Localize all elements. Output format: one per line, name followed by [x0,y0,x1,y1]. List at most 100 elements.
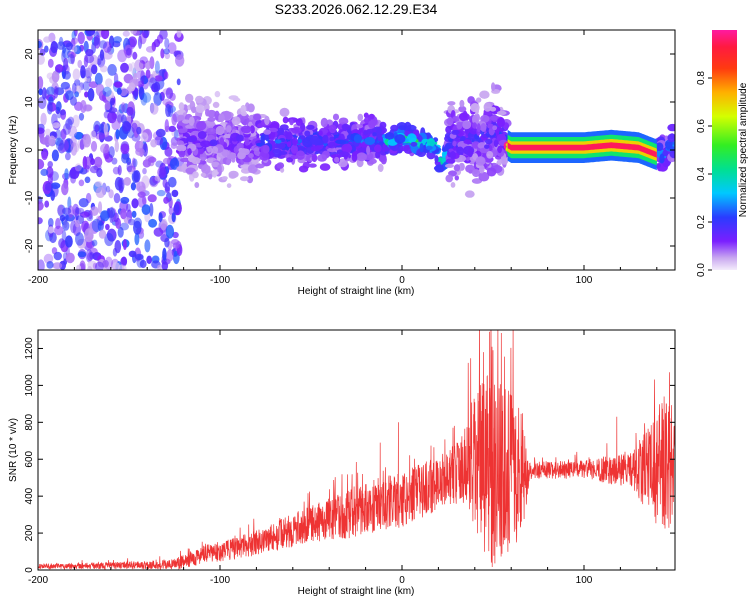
colorbar-tick-label: 0.6 [696,119,707,133]
spectrogram-cell [178,150,186,158]
spectrogram-cell [426,138,436,147]
spectrogram-cell [118,177,125,192]
spectrogram-cell [57,204,65,216]
spectrogram-cell [44,200,50,208]
spectrogram-cell [212,169,218,178]
spectrogram-cell [74,163,82,172]
spectrogram-cell [480,114,490,123]
colorbar-tick-label: 0.4 [696,167,707,181]
spectrogram-cell [330,154,342,159]
spectrogram-cell [374,144,382,153]
spectrogram-cell [121,256,127,266]
spectrogram-cell [139,56,148,64]
spectrogram-cell [367,152,374,159]
spectrogram-cell [98,123,105,136]
spectrogram-cell [131,133,141,142]
spectrogram-cell [102,50,113,60]
spectrogram-cell [38,217,43,225]
spectrogram-cell [111,157,118,165]
spectrogram-cell [194,182,200,188]
spectrogram-cell [72,114,80,128]
spectrogram-cell [122,121,132,132]
spectrogram-cell [46,86,55,96]
spectrogram-cell [126,48,132,56]
snr-background [38,330,675,570]
spectrogram-cell [38,54,45,65]
spectrogram-cell [212,101,220,108]
snr-frame [37,329,676,571]
spectrogram-cell [90,158,95,166]
spectrogram-cell [121,152,130,164]
spectrogram-cell [157,166,167,179]
spectrogram-cell [62,123,71,135]
spectrogram-cell [102,259,109,268]
spectrogram-cell [248,153,254,159]
spectrogram-cell [77,251,87,258]
spectrogram-cell [450,151,456,160]
snr-y-ticks: 0 200 400 600 800 1000 1200 [24,337,675,573]
spectrogram-cell [138,185,146,194]
spectrogram-x-tick-label: -100 [210,275,230,286]
spectrogram-cell [83,54,89,68]
spectrogram-cell [296,150,305,160]
spectrogram-cell [82,81,90,91]
spectrogram-cell [58,238,65,249]
spectrogram-cell [157,264,162,270]
spectrogram-cell [62,220,70,231]
spectrogram-cell [201,164,211,175]
spectrogram-cell [434,155,439,163]
spectrogram-cell [128,250,137,258]
spectrogram-cell [145,69,151,79]
spectrogram-cell [223,133,232,139]
spectrogram-cell [132,51,138,60]
spectrogram-cell [160,219,167,231]
spectrogram-cell [130,182,136,191]
snr-y-tick-label: 600 [24,450,35,467]
spectrogram-cell [192,171,199,179]
spectrogram-cell [134,59,144,72]
spectrogram-cell [489,106,497,112]
spectrogram-cell [120,196,130,204]
spectrogram-cell [472,169,481,178]
spectrogram-y-tick-label: 0 [24,147,35,153]
spectrogram-cell [148,77,157,90]
spectrogram-cell [445,174,454,183]
spectrogram-cell [137,191,146,198]
spectrogram-cell [176,140,184,146]
spectrogram-cell [483,102,492,112]
spectrogram-cell [218,113,225,123]
spectrogram-cell [155,160,164,168]
spectrogram-cell [353,134,362,144]
spectrogram-cell [357,147,369,153]
spectrogram-cell [90,130,97,140]
spectrogram-cell [132,158,138,168]
spectrogram-cell [102,261,109,270]
spectrogram-cell [659,153,665,164]
spectrogram-cell [156,189,166,197]
spectrogram-cell [117,165,122,176]
spectrogram-cell [46,101,53,115]
spectrogram-cell [56,41,66,50]
spectrogram-cell [410,141,418,147]
spectrogram-cell [470,103,480,113]
spectrogram-cell [78,179,85,187]
spectrogram-cell [120,143,130,155]
spectrogram-cell [317,154,327,162]
spectrogram-cell [328,124,337,134]
spectrogram-cell [147,156,157,163]
spectrogram-cell [419,143,424,153]
snr-y-tick-label: 1000 [24,374,35,397]
spectrogram-cell [41,151,48,161]
colorbar: 0.0 0.2 0.4 0.6 0.8 Normalized spectral ampl… [696,30,749,277]
spectrogram-cell [445,158,456,164]
spectrogram-cell [476,97,482,103]
spectrogram-cell [382,146,390,152]
spectrogram-cell [320,117,328,128]
spectrogram-cell [118,264,127,270]
spectrogram-cell [276,141,286,150]
spectrogram-cell [445,163,454,168]
spectrogram-cell [292,137,298,146]
spectrogram-cell [113,36,122,44]
spectrogram-cell [187,148,192,156]
spectrogram-cell [289,119,294,126]
